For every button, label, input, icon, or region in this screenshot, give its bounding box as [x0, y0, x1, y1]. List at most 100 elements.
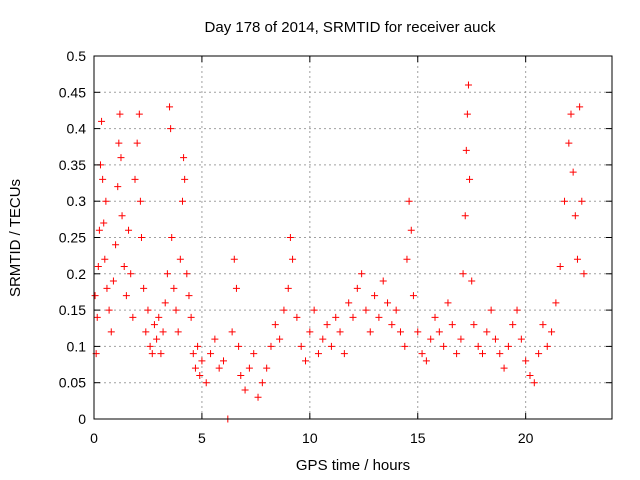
- data-point: [271, 321, 279, 329]
- data-point: [517, 335, 525, 343]
- data-point: [276, 335, 284, 343]
- data-point: [98, 117, 106, 125]
- x-tick-label: 10: [302, 430, 318, 446]
- grid-lines: [94, 56, 612, 419]
- data-point: [332, 313, 340, 321]
- data-point: [102, 197, 110, 205]
- data-point: [327, 342, 335, 350]
- data-point: [323, 321, 331, 329]
- data-point: [479, 350, 486, 358]
- y-tick-label: 0.35: [59, 157, 86, 173]
- data-point: [573, 255, 581, 263]
- y-tick-label: 0.3: [67, 193, 87, 209]
- data-point: [345, 299, 353, 307]
- data-point: [159, 328, 167, 336]
- data-point: [539, 321, 547, 329]
- data-point: [358, 270, 366, 278]
- data-point: [115, 139, 123, 147]
- data-point: [103, 284, 111, 292]
- data-point: [571, 212, 579, 220]
- data-point: [174, 328, 182, 336]
- data-point: [366, 328, 374, 336]
- data-point: [580, 270, 588, 278]
- data-point: [170, 284, 178, 292]
- data-point: [114, 183, 122, 191]
- data-point: [129, 313, 137, 321]
- data-point: [349, 313, 357, 321]
- data-point: [91, 292, 99, 300]
- data-point: [133, 139, 141, 147]
- x-axis-title: GPS time / hours: [296, 457, 410, 474]
- data-point: [435, 328, 443, 336]
- y-axis-title: SRMTID / TECUs: [7, 179, 24, 297]
- axis-ticks: 0 0.05 0.1 0.15 0.2 0.25 0.3 0.35 0.4 0.45 0.5 0 5 10…: [59, 48, 612, 446]
- data-point: [146, 342, 154, 350]
- data-point: [118, 212, 126, 220]
- data-point: [116, 110, 124, 118]
- data-point: [112, 241, 120, 249]
- data-point: [440, 342, 448, 350]
- data-point: [144, 306, 152, 314]
- data-point: [403, 255, 411, 263]
- data-point: [470, 321, 478, 329]
- data-point: [462, 146, 470, 154]
- data-point: [569, 168, 577, 176]
- data-point: [178, 197, 186, 205]
- data-point: [196, 371, 204, 379]
- data-point: [483, 328, 491, 336]
- data-point: [211, 335, 219, 343]
- data-point: [371, 292, 379, 300]
- data-point: [466, 175, 474, 183]
- y-tick-label: 0: [78, 411, 86, 427]
- data-point: [422, 357, 430, 365]
- data-point: [183, 270, 191, 278]
- data-point: [220, 357, 227, 365]
- data-point: [101, 255, 109, 263]
- data-point: [99, 175, 107, 183]
- x-tick-label: 20: [518, 430, 534, 446]
- data-point: [504, 342, 512, 350]
- data-point: [414, 328, 422, 336]
- data-point: [513, 306, 521, 314]
- data-point: [384, 299, 392, 307]
- data-point: [163, 270, 171, 278]
- data-point: [314, 350, 322, 358]
- data-point: [407, 226, 415, 234]
- data-point: [117, 154, 125, 162]
- data-point: [131, 175, 139, 183]
- data-point: [166, 103, 174, 111]
- data-point: [388, 321, 396, 329]
- data-point: [100, 219, 108, 227]
- data-point: [526, 371, 534, 379]
- data-point: [375, 313, 383, 321]
- data-point: [189, 350, 197, 358]
- data-point: [168, 234, 176, 241]
- x-tick-label: 5: [198, 430, 206, 446]
- data-point: [306, 328, 314, 336]
- data-point: [107, 328, 115, 336]
- data-point: [289, 255, 297, 263]
- data-point: [448, 321, 456, 329]
- data-point: [561, 197, 569, 205]
- data-point: [431, 313, 439, 321]
- data-point: [148, 350, 156, 358]
- data-point: [464, 81, 472, 89]
- data-point: [474, 342, 482, 350]
- data-point: [535, 350, 543, 358]
- data-point: [94, 263, 102, 271]
- data-point: [565, 139, 573, 147]
- data-point: [530, 379, 538, 387]
- data-point: [250, 350, 258, 358]
- data-point: [487, 306, 495, 314]
- data-points: [91, 81, 588, 423]
- data-point: [167, 125, 175, 133]
- data-point: [500, 364, 508, 372]
- data-point: [293, 313, 301, 321]
- data-point: [140, 284, 148, 292]
- data-point: [127, 270, 135, 278]
- data-point: [93, 313, 101, 321]
- data-point: [552, 299, 560, 307]
- data-point: [137, 234, 145, 241]
- data-point: [427, 335, 435, 343]
